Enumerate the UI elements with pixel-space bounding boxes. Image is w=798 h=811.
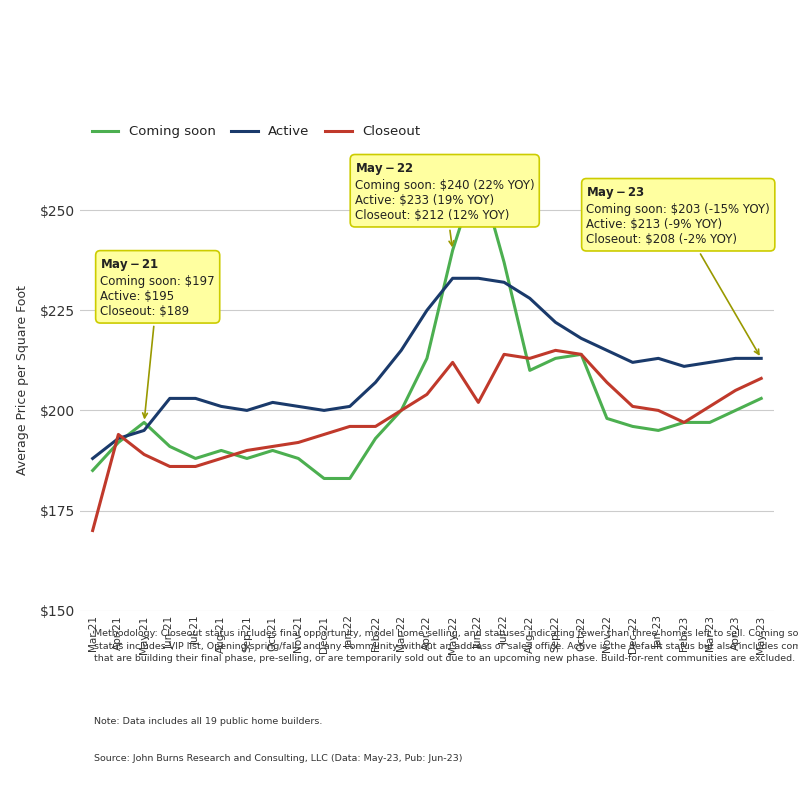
Text: Historical Public Builder Average Price per Square Foot
by Community Count Statu: Historical Public Builder Average Price … — [148, 114, 706, 155]
Text: $\bf{May-21}$
Coming soon: $197
Active: $195
Closeout: $189: $\bf{May-21}$ Coming soon: $197 Active: … — [101, 257, 215, 418]
Text: Note: Data includes all 19 public home builders.: Note: Data includes all 19 public home b… — [93, 718, 322, 727]
Text: JOHN BURNS: JOHN BURNS — [358, 45, 496, 63]
Legend: Coming soon, Active, Closeout: Coming soon, Active, Closeout — [86, 120, 426, 144]
Y-axis label: Average Price per Square Foot: Average Price per Square Foot — [16, 285, 29, 475]
Text: RESEARCH & CONSULTING: RESEARCH & CONSULTING — [358, 85, 496, 95]
Text: $\bf{May-23}$
Coming soon: $203 (-15% YOY)
Active: $213 (-9% YOY)
Closeout: $208: $\bf{May-23}$ Coming soon: $203 (-15% YO… — [587, 185, 770, 354]
Polygon shape — [358, 37, 396, 61]
Text: Methodology: Closeout status includes final opportunity, model home selling, and: Methodology: Closeout status includes fi… — [93, 629, 798, 663]
Polygon shape — [334, 37, 375, 61]
Text: $\bf{May-22}$
Coming soon: $240 (22% YOY)
Active: $233 (19% YOY)
Closeout: $212 : $\bf{May-22}$ Coming soon: $240 (22% YOY… — [355, 161, 535, 246]
Text: Source: John Burns Research and Consulting, LLC (Data: May-23, Pub: Jun-23): Source: John Burns Research and Consulti… — [93, 754, 462, 763]
